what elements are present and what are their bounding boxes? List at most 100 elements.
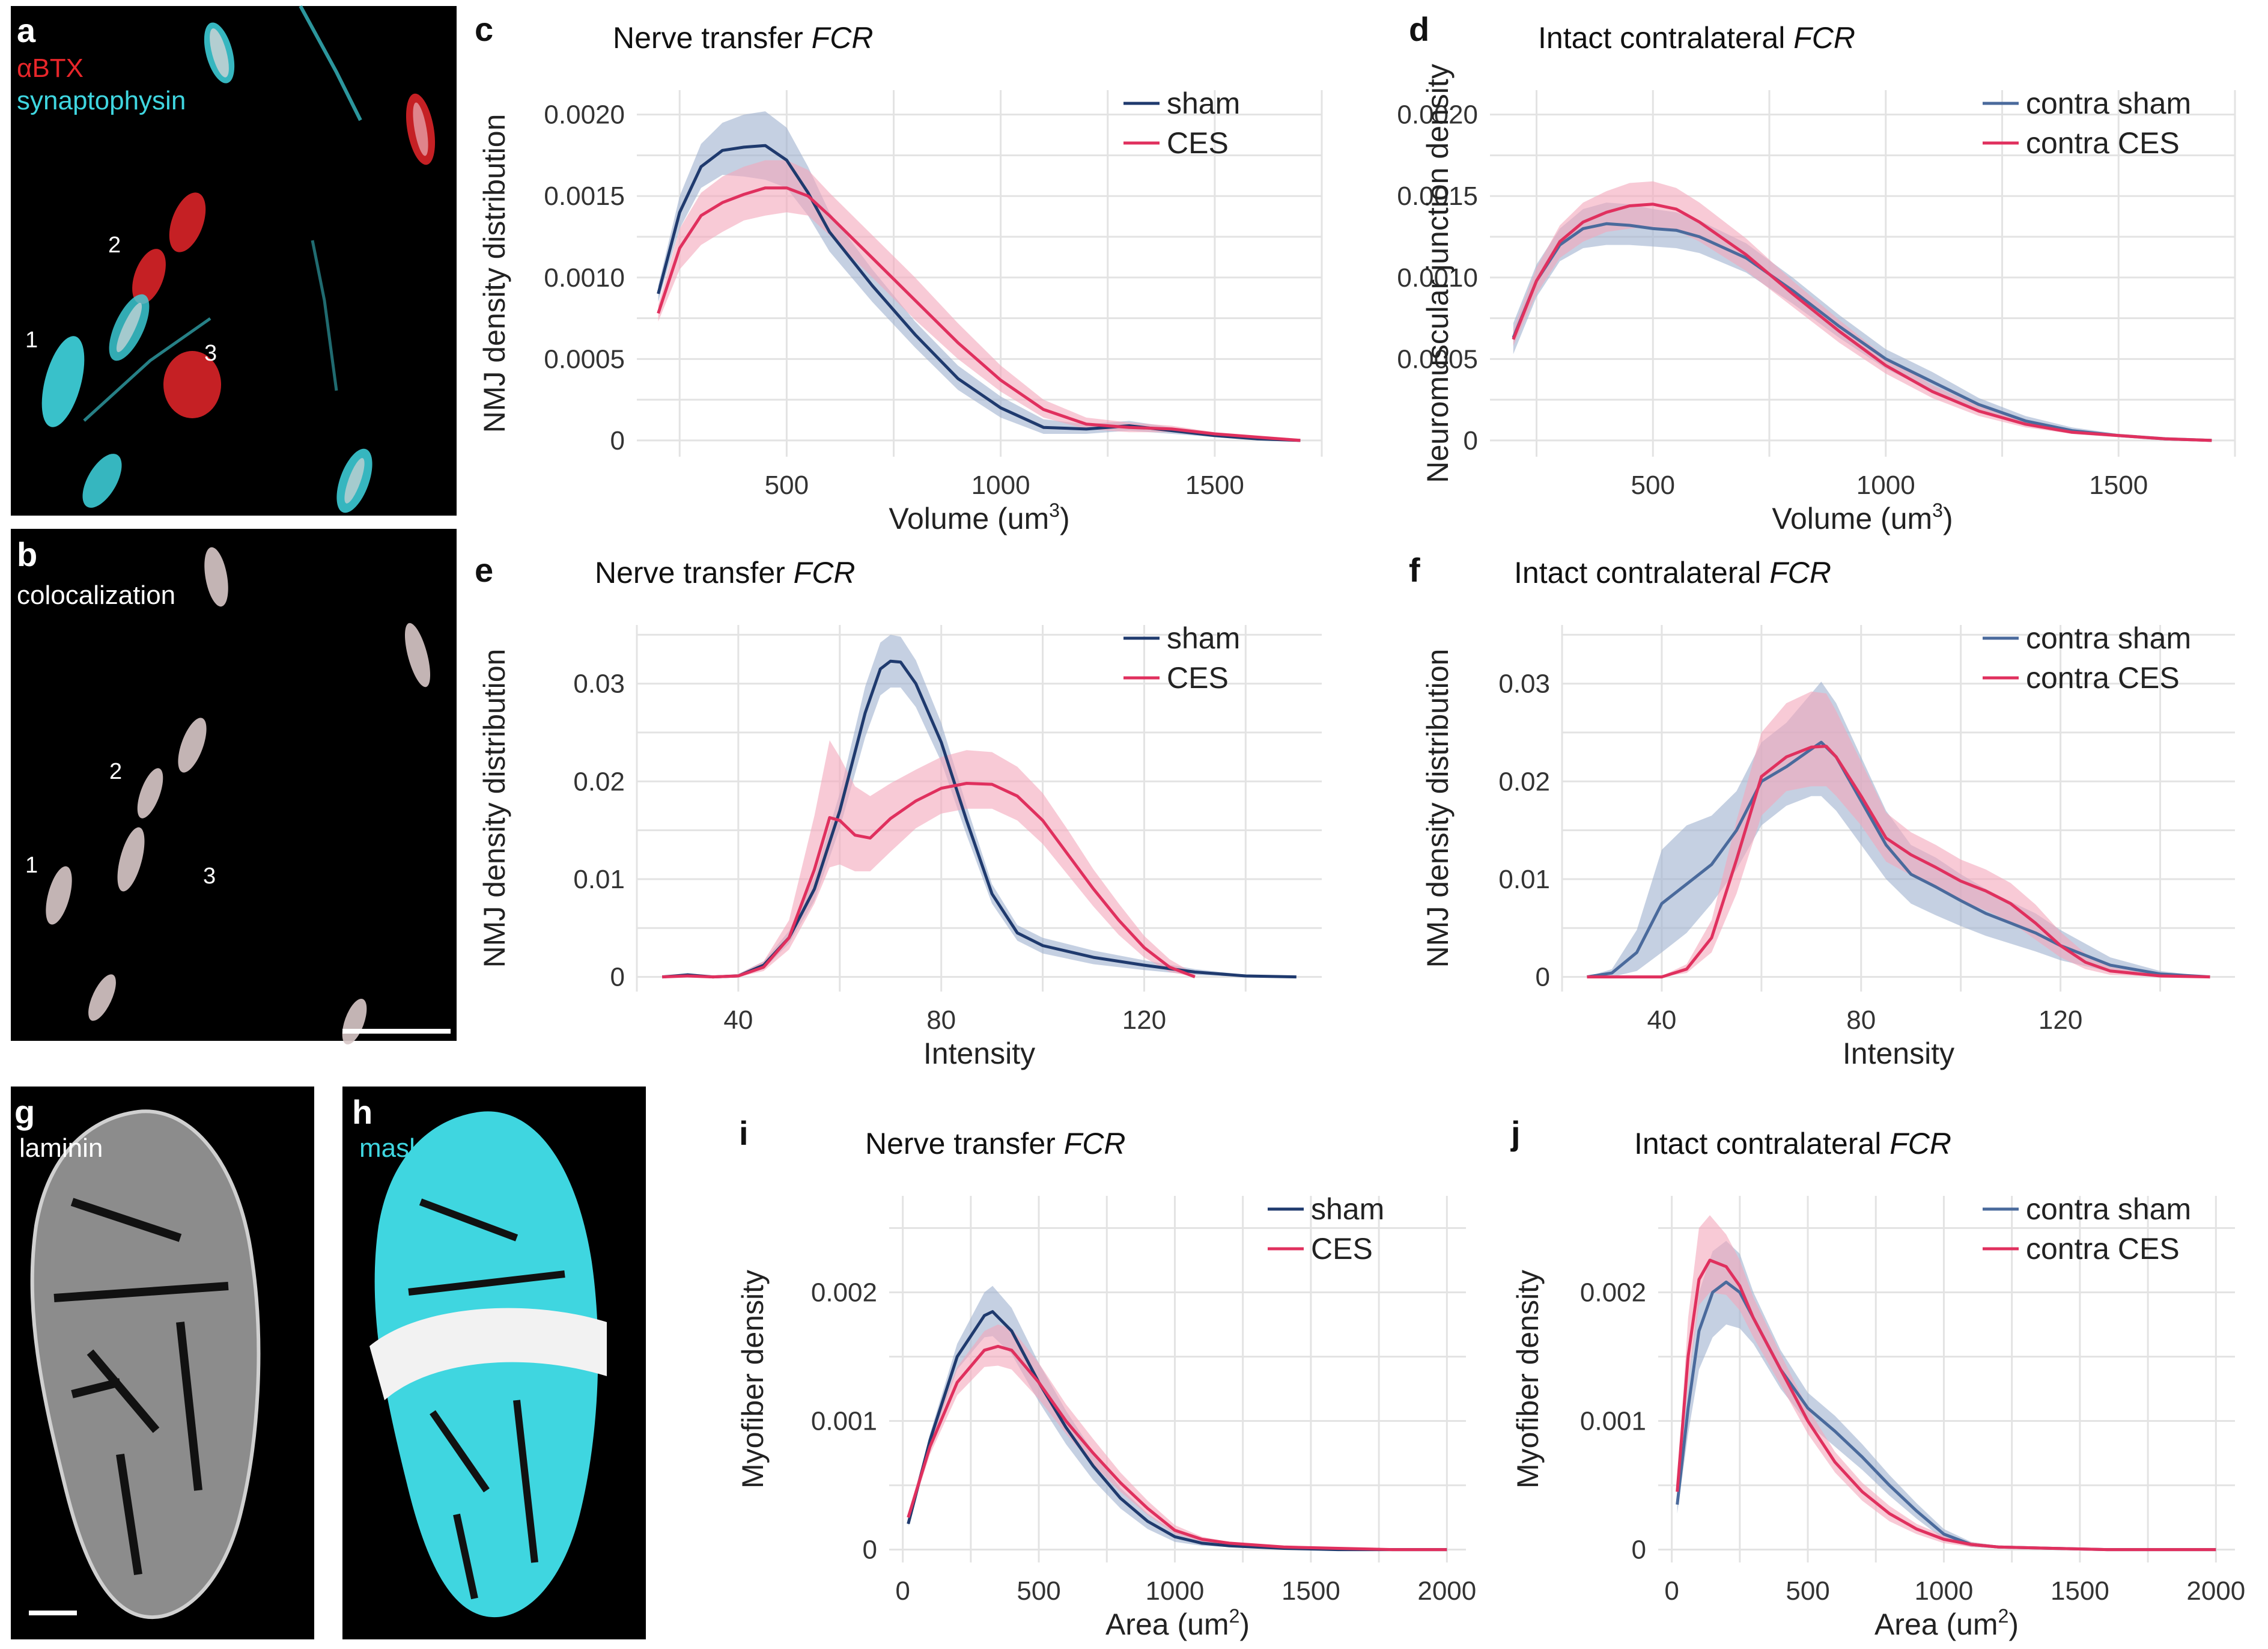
chart-c: c 500 1000 1500 0 0.0005 0.0010 0.0015 0.0020 Ner… [475, 10, 1323, 535]
x-tick-label: 0 [1664, 1576, 1679, 1606]
coloc-number-2: 2 [109, 759, 122, 784]
legend-label: CES [1311, 1232, 1373, 1266]
x-axis-label: Intensity [923, 1037, 1035, 1070]
series-line-contra-ces [1676, 1258, 2216, 1552]
y-axis-label: Neuromuscular junction density [1421, 64, 1455, 483]
x-tick-label: 1500 [2089, 471, 2148, 500]
chart-title: Nerve transfer FCR [865, 1127, 1125, 1160]
y-tick-label: 0.0015 [544, 181, 625, 211]
y-tick-label: 0.0005 [544, 344, 625, 374]
panel-label-g: g [14, 1093, 35, 1131]
panel-label-f: f [1409, 551, 1420, 589]
x-tick-label: 120 [2038, 1005, 2082, 1035]
y-tick-label: 0 [863, 1535, 877, 1565]
series-line-contra-ces [1587, 745, 2210, 979]
panel-label-i: i [739, 1114, 749, 1152]
y-tick-label: 0.0020 [544, 100, 625, 130]
legend-label: sham [1311, 1192, 1384, 1226]
y-axis-label: NMJ density distribution [478, 649, 511, 968]
x-tick-label: 80 [926, 1005, 956, 1035]
x-tick-label: 500 [765, 471, 809, 500]
x-axis-label: Volume (um3) [1772, 499, 1953, 535]
x-tick-label: 500 [1017, 1576, 1060, 1606]
series-line-ces [657, 186, 1301, 442]
legend-label: CES [1167, 661, 1229, 695]
image-panel-a: a αBTX synaptophysin 2 1 3 [11, 5, 457, 516]
panel-label-b: b [17, 535, 37, 573]
x-axis-label: Area (um2) [1105, 1605, 1250, 1641]
x-tick-label: 2000 [2186, 1576, 2245, 1606]
y-tick-label: 0 [1464, 426, 1478, 456]
legend-label: sham [1167, 621, 1240, 655]
mask-label: mask [359, 1133, 423, 1163]
y-tick-label: 0.02 [1498, 767, 1550, 796]
legend-label: contra CES [2026, 1232, 2180, 1266]
legend-label: contra CES [2026, 126, 2180, 160]
legend-label: contra sham [2026, 621, 2191, 655]
x-tick-label: 500 [1631, 471, 1675, 500]
y-axis-label: NMJ density distribution [478, 114, 511, 433]
panel-label-j: j [1510, 1114, 1521, 1152]
synapse-number-3: 3 [204, 341, 217, 366]
panel-label-e: e [475, 551, 493, 589]
y-axis-label: NMJ density distribution [1421, 649, 1455, 968]
image-panel-g: g laminin [11, 1087, 314, 1639]
y-tick-label: 0.001 [811, 1407, 877, 1436]
series-line-ces [907, 1344, 1447, 1552]
y-tick-label: 0.01 [1498, 865, 1550, 894]
y-tick-label: 0.0010 [1397, 263, 1478, 293]
chart-i: i 0 500 1000 1500 2000 0 0.001 0.002 Nerve transf… [736, 1114, 1476, 1641]
series-line-ces [662, 782, 1196, 979]
ci-band-ces [908, 1324, 1447, 1550]
y-tick-label: 0.03 [573, 669, 625, 699]
x-axis-label: Area (um2) [1874, 1605, 2019, 1641]
image-panel-b: b colocalization 2 1 3 [11, 529, 457, 1044]
y-axis-label: Myofiber density [736, 1270, 770, 1489]
x-tick-label: 40 [1647, 1005, 1676, 1035]
x-tick-label: 1500 [2051, 1576, 2109, 1606]
chart-d: d 500 1000 1500 0 0.0005 0.0010 0.0015 0.0020 Int… [1397, 10, 2236, 535]
chart-e: e 40 80 120 0 0.01 0.02 0.03 Nerve transfer FCR I… [475, 551, 1322, 1070]
ci-band-ces [658, 160, 1301, 440]
y-tick-label: 0 [610, 426, 625, 456]
x-tick-label: 1000 [1856, 471, 1915, 500]
x-tick-label: 2000 [1417, 1576, 1476, 1606]
panel-label-c: c [475, 10, 493, 48]
y-tick-label: 0 [1632, 1535, 1646, 1565]
x-tick-label: 0 [895, 1576, 910, 1606]
legend-label: contra CES [2026, 661, 2180, 695]
y-tick-label: 0.03 [1498, 669, 1550, 699]
alpha-btx-label: αBTX [17, 53, 84, 83]
y-tick-label: 0.001 [1580, 1407, 1646, 1436]
colocalization-label: colocalization [17, 581, 175, 610]
x-tick-label: 1500 [1281, 1576, 1340, 1606]
chart-f: f 40 80 120 0 0.01 0.02 0.03 Intact contralatera… [1409, 551, 2235, 1070]
legend-label: sham [1167, 87, 1240, 120]
image-panel-h: h mask [342, 1087, 646, 1639]
y-tick-label: 0.0005 [1397, 344, 1478, 374]
x-tick-label: 1000 [971, 471, 1030, 500]
chart-title: Nerve transfer FCR [595, 556, 855, 590]
x-axis-label: Volume (um3) [889, 499, 1069, 535]
legend-label: CES [1167, 126, 1229, 160]
legend-label: contra sham [2026, 87, 2191, 120]
x-tick-label: 1000 [1915, 1576, 1974, 1606]
y-tick-label: 0.01 [573, 865, 625, 894]
coloc-number-1: 1 [25, 853, 38, 878]
synapse-number-1: 1 [25, 328, 38, 353]
y-tick-label: 0.0015 [1397, 181, 1478, 211]
chart-title: Intact contralateral FCR [1514, 556, 1831, 590]
panel-label-a: a [17, 11, 36, 49]
ci-band-contra-ces [1677, 1215, 2216, 1550]
x-tick-label: 1000 [1146, 1576, 1205, 1606]
laminin-label: laminin [19, 1133, 103, 1163]
ci-band-contra-ces [1587, 691, 2210, 977]
chart-title: Nerve transfer FCR [613, 21, 873, 55]
coloc-number-3: 3 [203, 864, 216, 889]
x-tick-label: 500 [1786, 1576, 1829, 1606]
y-tick-label: 0.002 [1580, 1278, 1646, 1308]
y-tick-label: 0.02 [573, 767, 625, 796]
chart-title: Intact contralateral FCR [1634, 1127, 1951, 1160]
y-tick-label: 0.0020 [1397, 100, 1478, 130]
